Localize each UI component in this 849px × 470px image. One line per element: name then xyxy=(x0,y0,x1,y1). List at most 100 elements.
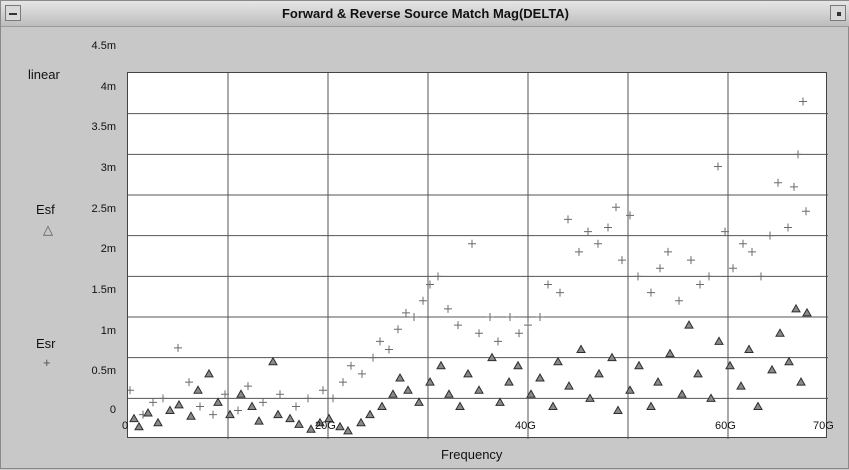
esr-point xyxy=(594,239,602,248)
esr-point xyxy=(128,386,134,395)
esf-point xyxy=(365,409,375,419)
window-title: Forward & Reverse Source Match Mag(DELTA… xyxy=(281,6,569,21)
esf-point xyxy=(285,413,295,423)
esr-point xyxy=(410,313,418,321)
esr-point xyxy=(564,215,572,224)
esf-point xyxy=(414,397,424,406)
esf-point xyxy=(784,356,794,366)
esr-point xyxy=(714,162,722,171)
esr-point xyxy=(149,398,157,407)
esr-point xyxy=(244,382,252,391)
esf-point xyxy=(725,360,735,370)
esr-point xyxy=(444,304,452,313)
esf-point xyxy=(343,425,353,435)
esf-point xyxy=(744,344,754,354)
esr-point xyxy=(696,280,704,289)
esr-point xyxy=(454,321,462,330)
esr-point xyxy=(790,182,798,191)
esf-point xyxy=(247,401,257,410)
esf-point xyxy=(736,381,746,390)
esr-point xyxy=(584,227,592,236)
esr-point xyxy=(304,394,312,403)
esf-point xyxy=(646,401,656,410)
triangle-icon: △ xyxy=(43,222,53,237)
esf-point xyxy=(665,348,675,358)
esr-point xyxy=(515,329,523,338)
esr-point xyxy=(494,337,502,346)
esf-point xyxy=(504,377,514,386)
window-menu-button[interactable] xyxy=(5,5,21,21)
esr-point xyxy=(376,337,384,346)
esf-point xyxy=(193,385,203,394)
esf-point xyxy=(134,421,144,431)
x-tick-label: 20G xyxy=(315,420,336,432)
esr-point xyxy=(612,203,620,212)
esf-point xyxy=(273,409,283,419)
esf-point xyxy=(576,344,586,354)
esr-point xyxy=(536,313,544,321)
esr-point xyxy=(544,280,552,289)
esr-point xyxy=(475,329,483,338)
esf-point xyxy=(693,368,703,378)
esf-point xyxy=(463,368,473,378)
esf-point xyxy=(548,401,558,410)
esr-point xyxy=(209,410,217,419)
esr-point xyxy=(234,406,242,415)
esr-point xyxy=(626,211,634,220)
esr-point xyxy=(319,386,327,395)
esf-point xyxy=(324,413,334,423)
esf-point xyxy=(165,405,175,415)
esf-point xyxy=(526,389,536,398)
esf-point xyxy=(684,320,694,329)
esf-point xyxy=(186,411,196,420)
x-tick-label: 0 xyxy=(122,420,129,432)
scatter-plot xyxy=(128,73,828,439)
esr-point xyxy=(276,390,284,399)
esr-point xyxy=(185,378,193,387)
esr-point xyxy=(434,272,442,281)
esf-point xyxy=(294,419,304,428)
esf-point xyxy=(653,377,663,386)
esf-point xyxy=(474,385,484,394)
esr-point xyxy=(618,256,626,265)
esr-point xyxy=(556,288,564,297)
esf-point xyxy=(677,389,687,398)
esf-point xyxy=(377,401,387,410)
esf-point xyxy=(775,328,785,337)
window-resize-button[interactable] xyxy=(830,5,846,21)
esr-point xyxy=(634,272,642,281)
esf-point xyxy=(585,393,595,402)
esr-point xyxy=(369,353,377,362)
esr-point xyxy=(385,345,393,354)
esf-point xyxy=(395,372,405,382)
esf-point xyxy=(153,417,163,427)
plot-area[interactable] xyxy=(127,72,828,439)
esr-point xyxy=(687,256,695,265)
esr-point xyxy=(347,361,355,370)
y-tick-label: 4m xyxy=(100,81,116,93)
esf-point xyxy=(315,417,325,427)
y-tick-label: 0.5m xyxy=(91,365,116,377)
x-tick-label: 60G xyxy=(715,420,736,432)
plus-icon: + xyxy=(43,355,51,370)
esr-point xyxy=(468,239,476,248)
x-axis-label: Frequency xyxy=(441,447,503,462)
esf-point xyxy=(455,401,465,410)
esf-point xyxy=(425,377,435,386)
esr-point xyxy=(159,394,167,403)
esr-point xyxy=(739,239,747,248)
y-tick-label: 3.5m xyxy=(91,121,116,133)
esr-point xyxy=(794,150,802,159)
esr-point xyxy=(664,247,672,256)
esf-point xyxy=(613,405,623,415)
legend-esr-label: Esr xyxy=(36,336,56,351)
esf-point xyxy=(753,401,763,410)
esr-point xyxy=(524,321,532,330)
esr-point xyxy=(675,296,683,305)
esr-point xyxy=(394,325,402,334)
esr-point xyxy=(604,223,612,232)
esr-point xyxy=(802,207,810,216)
esr-point xyxy=(575,247,583,256)
esf-point xyxy=(436,360,446,370)
y-tick-label: 2.5m xyxy=(91,203,116,215)
